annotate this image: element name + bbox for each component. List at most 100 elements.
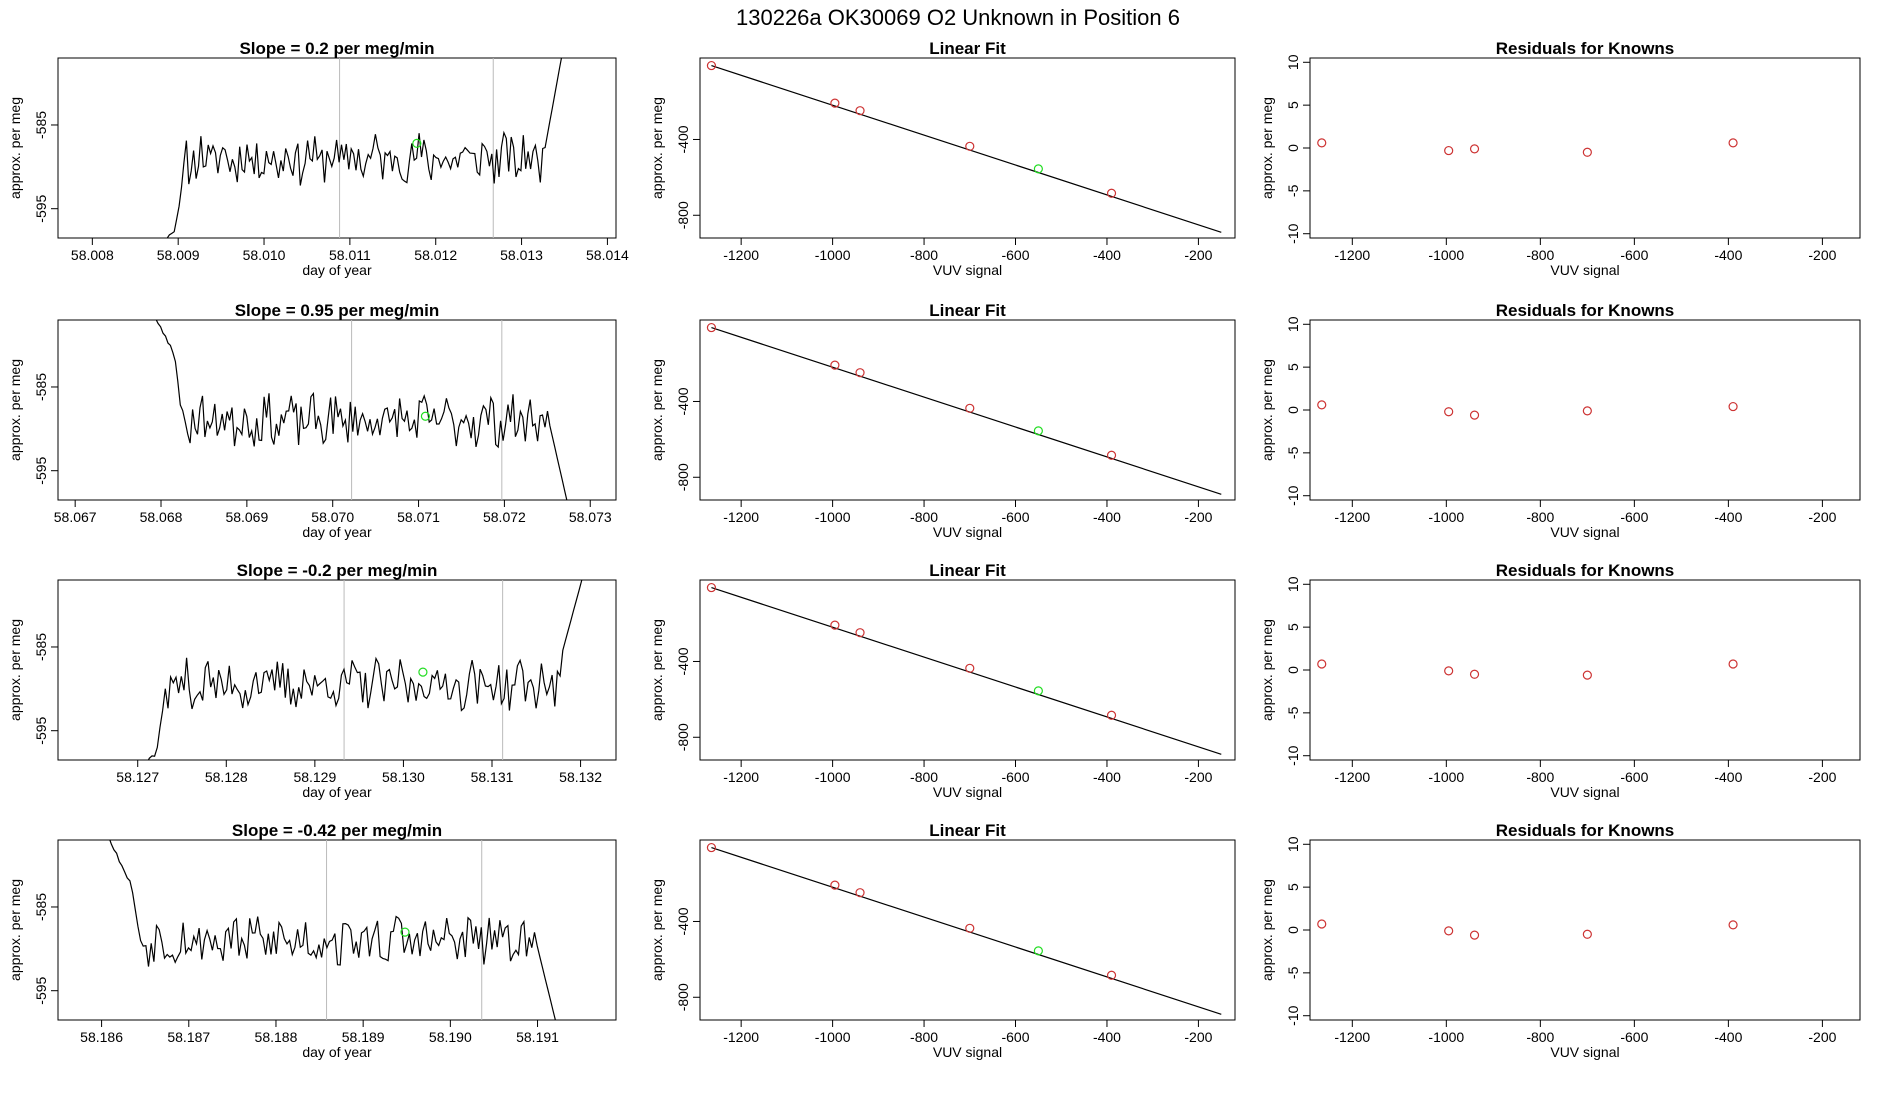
known-point xyxy=(855,368,865,378)
x-tick-label: 58.187 xyxy=(167,1029,210,1045)
y-axis-title: approx. per meg xyxy=(7,97,23,199)
y-tick-label: 10 xyxy=(1285,316,1301,332)
y-tick-label: 5 xyxy=(1285,101,1301,109)
x-tick-label: 58.008 xyxy=(71,247,114,263)
plot-area xyxy=(1317,400,1738,420)
plot-frame xyxy=(1309,839,1861,1021)
panel-0-0: Slope = 0.2 per meg/min 58.008 58.009 58.01… xyxy=(7,39,629,278)
x-tick-label: 58.129 xyxy=(293,769,336,785)
y-tick-label: -585 xyxy=(33,633,49,661)
y-axis-title: approx. per meg xyxy=(649,97,665,199)
panel-title: Residuals for Knowns xyxy=(1496,561,1675,580)
x-axis-title: VUV signal xyxy=(933,262,1002,278)
panel-grid: Slope = 0.2 per meg/min 58.008 58.009 58.01… xyxy=(7,39,1861,1060)
x-axis-title: day of year xyxy=(302,262,372,278)
panel-title: Slope = 0.2 per meg/min xyxy=(239,39,434,58)
x-tick-label: -800 xyxy=(910,769,938,785)
x-tick-label: -200 xyxy=(1184,769,1212,785)
x-tick-label: -1000 xyxy=(1428,769,1464,785)
known-point xyxy=(706,322,717,333)
known-point xyxy=(706,582,717,593)
x-tick-label: -600 xyxy=(1001,1029,1029,1045)
y-axis-title: approx. per meg xyxy=(1259,359,1275,461)
x-tick-label: -200 xyxy=(1184,509,1212,525)
x-tick-label: -400 xyxy=(1093,509,1121,525)
residual-point xyxy=(1728,401,1738,412)
known-point xyxy=(1106,450,1117,460)
unknown-point xyxy=(1033,946,1043,956)
x-tick-label: -200 xyxy=(1808,769,1836,785)
x-tick-label: -600 xyxy=(1001,247,1029,263)
plot-frame xyxy=(57,319,617,501)
residual-point xyxy=(1317,138,1327,148)
unknown-point xyxy=(1033,686,1043,696)
y-tick-label: -10 xyxy=(1285,485,1301,505)
x-tick-label: -1000 xyxy=(1428,509,1464,525)
y-tick-label: 0 xyxy=(1285,406,1301,414)
panel-title: Residuals for Knowns xyxy=(1496,821,1675,840)
x-tick-label: -200 xyxy=(1808,247,1836,263)
panel-1-2: Residuals for Knowns -1200 -1000 -800 -600 -4… xyxy=(1259,301,1861,540)
x-tick-label: -400 xyxy=(1714,509,1742,525)
y-tick-label: -10 xyxy=(1285,223,1301,243)
residual-point xyxy=(1317,400,1327,410)
plot-area xyxy=(155,320,568,500)
residual-point xyxy=(1317,659,1327,669)
residual-point xyxy=(1582,406,1592,416)
x-tick-label: -1200 xyxy=(723,247,759,263)
unknown-point xyxy=(412,138,422,148)
known-point xyxy=(830,880,840,890)
y-tick-label: -5 xyxy=(1285,706,1301,719)
plot-frame xyxy=(1309,579,1861,761)
series-line xyxy=(109,840,556,1020)
known-point xyxy=(855,888,865,898)
y-tick-label: -5 xyxy=(1285,446,1301,459)
panel-3-1: Linear Fit -1200 -1000 -800 -600 -400 -200 -400… xyxy=(649,821,1236,1060)
series-line xyxy=(147,580,583,760)
y-tick-label: -400 xyxy=(675,907,691,935)
x-tick-label: -1000 xyxy=(815,769,851,785)
x-tick-label: -400 xyxy=(1093,769,1121,785)
plot-area xyxy=(1317,138,1738,157)
panel-title: Residuals for Knowns xyxy=(1496,301,1675,320)
y-tick-label: -5 xyxy=(1285,966,1301,979)
y-tick-label: -400 xyxy=(675,647,691,675)
x-tick-label: -400 xyxy=(1093,247,1121,263)
x-tick-label: 58.071 xyxy=(397,509,440,525)
known-point xyxy=(965,923,975,933)
x-tick-label: 58.070 xyxy=(311,509,354,525)
y-tick-label: -595 xyxy=(33,456,49,484)
panel-title: Linear Fit xyxy=(929,821,1006,840)
figure-title: 130226a OK30069 O2 Unknown in Position 6 xyxy=(736,5,1180,30)
residual-point xyxy=(1582,147,1592,157)
x-tick-label: 58.067 xyxy=(54,509,97,525)
panel-title: Linear Fit xyxy=(929,301,1006,320)
residual-point xyxy=(1444,926,1454,936)
y-tick-label: -10 xyxy=(1285,1005,1301,1025)
y-tick-label: 0 xyxy=(1285,144,1301,152)
x-tick-label: -1200 xyxy=(1334,509,1370,525)
x-tick-label: -800 xyxy=(1526,769,1554,785)
x-tick-label: -200 xyxy=(1808,509,1836,525)
x-tick-label: -1000 xyxy=(815,509,851,525)
x-tick-label: 58.069 xyxy=(225,509,268,525)
known-point xyxy=(965,663,975,673)
plot-area xyxy=(706,582,1222,755)
plot-frame xyxy=(57,839,617,1021)
known-point xyxy=(706,60,717,71)
x-tick-label: -1000 xyxy=(1428,247,1464,263)
x-tick-label: -800 xyxy=(1526,247,1554,263)
x-axis-title: VUV signal xyxy=(933,784,1002,800)
residual-point xyxy=(1582,929,1592,939)
residual-point xyxy=(1317,919,1327,929)
y-tick-label: -585 xyxy=(33,111,49,139)
y-axis-title: approx. per meg xyxy=(7,619,23,721)
x-tick-label: -600 xyxy=(1620,509,1648,525)
plot-frame xyxy=(699,319,1236,501)
x-tick-label: -1200 xyxy=(723,509,759,525)
plot-area xyxy=(1317,919,1738,940)
residual-point xyxy=(1469,410,1480,420)
plot-frame xyxy=(699,839,1236,1021)
known-point xyxy=(965,141,975,151)
residual-point xyxy=(1469,930,1480,940)
